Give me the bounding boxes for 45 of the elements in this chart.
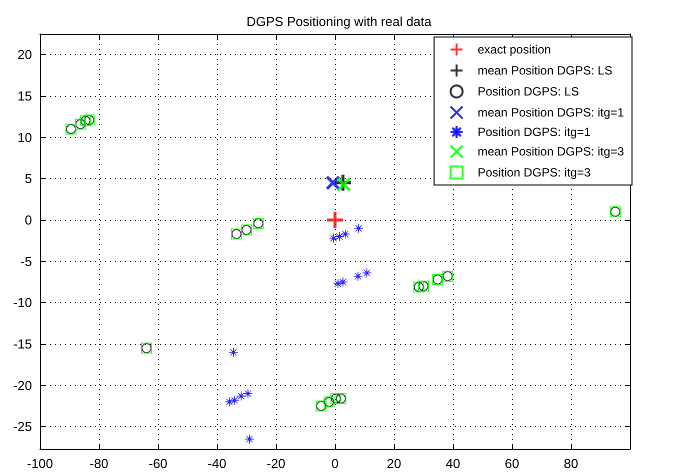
legend-label: mean Position DGPS: itg=3 (478, 144, 624, 158)
y-tick-label: 5 (24, 171, 32, 186)
x-tick-label: -60 (148, 456, 168, 471)
point (333, 278, 343, 288)
x-tick-label: 0 (331, 456, 339, 471)
x-tick-label: -100 (26, 456, 54, 471)
y-tick-label: 15 (18, 88, 32, 104)
point (353, 271, 363, 281)
legend-label: Position DGPS: itg=1 (478, 125, 591, 139)
point (244, 434, 254, 444)
point (243, 388, 253, 398)
y-tick-label: 10 (18, 130, 32, 145)
x-tick-label: 60 (504, 456, 520, 471)
point (228, 348, 238, 358)
point (340, 229, 350, 239)
x-tick-label: -80 (90, 456, 108, 471)
legend-label: exact position (478, 42, 551, 56)
point (334, 232, 344, 242)
x-tick-label: -20 (266, 456, 286, 471)
legend-label: mean Position DGPS: itg=1 (478, 106, 624, 120)
x-tick-label: -40 (208, 456, 226, 471)
legend-label: Position DGPS: LS (478, 84, 579, 98)
y-tick-label: 0 (24, 212, 32, 228)
point (236, 391, 246, 401)
y-tick-label: -15 (13, 336, 32, 352)
point (362, 268, 372, 278)
point (354, 224, 364, 234)
point (326, 210, 344, 230)
x-tick-label: 20 (386, 456, 402, 471)
y-tick-label: -25 (13, 419, 32, 434)
point (224, 397, 234, 407)
point (328, 233, 338, 243)
point (338, 277, 348, 287)
chart-title: DGPS Positioning with real data (246, 14, 432, 29)
point (336, 176, 352, 192)
y-tick-label: -10 (13, 295, 32, 310)
y-tick-label: -20 (13, 378, 32, 393)
point (230, 395, 240, 405)
legend-label: Position DGPS: itg=3 (478, 166, 591, 180)
x-tick-label: 80 (564, 456, 578, 471)
x-tick-label: 40 (446, 456, 460, 471)
y-tick-label: 20 (18, 47, 32, 62)
legend-label: mean Position DGPS: LS (478, 64, 612, 78)
point (325, 175, 340, 190)
y-tick-label: -5 (20, 254, 32, 269)
